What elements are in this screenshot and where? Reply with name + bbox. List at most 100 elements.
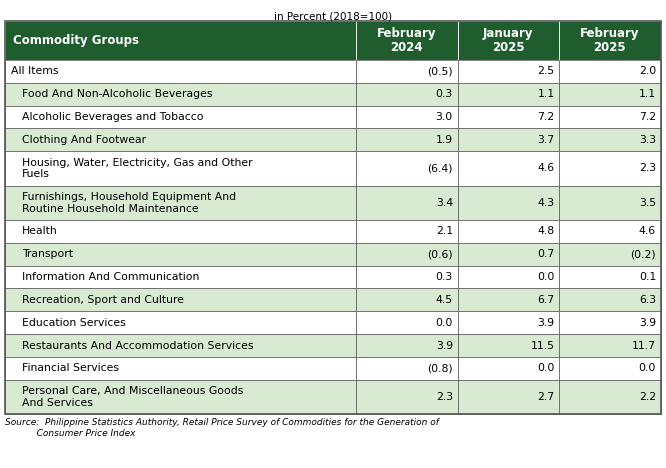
Text: 6.7: 6.7 bbox=[537, 295, 554, 305]
Text: Furnishings, Household Equipment And
Routine Household Maintenance: Furnishings, Household Equipment And Rou… bbox=[22, 192, 236, 213]
Bar bbox=[356, 186, 458, 220]
Text: Information And Communication: Information And Communication bbox=[22, 272, 199, 282]
Bar bbox=[356, 129, 458, 151]
Bar bbox=[356, 83, 458, 106]
Bar bbox=[458, 311, 559, 334]
Text: 4.5: 4.5 bbox=[436, 295, 453, 305]
Text: Transport: Transport bbox=[22, 249, 73, 259]
Text: Personal Care, And Miscellaneous Goods
And Services: Personal Care, And Miscellaneous Goods A… bbox=[22, 386, 243, 408]
Text: 3.4: 3.4 bbox=[436, 198, 453, 208]
Bar bbox=[559, 288, 661, 311]
Text: 0.7: 0.7 bbox=[537, 249, 554, 259]
Bar bbox=[458, 243, 559, 266]
Bar bbox=[5, 220, 356, 243]
Text: Housing, Water, Electricity, Gas and Other
Fuels: Housing, Water, Electricity, Gas and Oth… bbox=[22, 158, 252, 179]
Text: Food And Non-Alcoholic Beverages: Food And Non-Alcoholic Beverages bbox=[22, 89, 212, 99]
Bar bbox=[458, 220, 559, 243]
Bar bbox=[5, 186, 356, 220]
Bar bbox=[5, 21, 356, 60]
Text: 4.6: 4.6 bbox=[537, 163, 554, 174]
Text: Recreation, Sport and Culture: Recreation, Sport and Culture bbox=[22, 295, 184, 305]
Bar bbox=[559, 266, 661, 288]
Text: 2.5: 2.5 bbox=[537, 66, 554, 76]
Bar bbox=[356, 220, 458, 243]
Text: 4.3: 4.3 bbox=[537, 198, 554, 208]
Bar bbox=[5, 357, 356, 380]
Bar bbox=[5, 380, 356, 414]
Bar bbox=[5, 151, 356, 186]
Bar bbox=[5, 311, 356, 334]
Text: Health: Health bbox=[22, 227, 58, 236]
Text: 0.0: 0.0 bbox=[639, 364, 656, 373]
Bar bbox=[356, 106, 458, 129]
Bar bbox=[356, 380, 458, 414]
Text: Restaurants And Accommodation Services: Restaurants And Accommodation Services bbox=[22, 341, 254, 351]
Text: (6.4): (6.4) bbox=[428, 163, 453, 174]
Text: 2.7: 2.7 bbox=[537, 392, 554, 402]
Bar bbox=[356, 60, 458, 83]
Text: 0.3: 0.3 bbox=[436, 89, 453, 99]
Bar bbox=[356, 151, 458, 186]
Bar bbox=[559, 380, 661, 414]
Bar bbox=[559, 83, 661, 106]
Text: 0.0: 0.0 bbox=[537, 364, 554, 373]
Text: 2.2: 2.2 bbox=[639, 392, 656, 402]
Bar bbox=[5, 334, 356, 357]
Bar bbox=[559, 186, 661, 220]
Text: 3.5: 3.5 bbox=[639, 198, 656, 208]
Bar bbox=[458, 357, 559, 380]
Bar bbox=[5, 106, 356, 129]
Bar bbox=[458, 186, 559, 220]
Text: 2.3: 2.3 bbox=[639, 163, 656, 174]
Bar bbox=[356, 311, 458, 334]
Text: Financial Services: Financial Services bbox=[22, 364, 119, 373]
Text: Clothing And Footwear: Clothing And Footwear bbox=[22, 135, 146, 145]
Bar bbox=[458, 83, 559, 106]
Text: 1.1: 1.1 bbox=[639, 89, 656, 99]
Text: Source:  Philippine Statistics Authority, Retail Price Survey of Commodities for: Source: Philippine Statistics Authority,… bbox=[5, 418, 439, 438]
Text: (0.8): (0.8) bbox=[427, 364, 453, 373]
Text: 7.2: 7.2 bbox=[537, 112, 554, 122]
Bar bbox=[5, 60, 356, 83]
Text: 11.5: 11.5 bbox=[530, 341, 554, 351]
Bar bbox=[458, 60, 559, 83]
Text: (0.5): (0.5) bbox=[427, 66, 453, 76]
Text: 3.9: 3.9 bbox=[537, 318, 554, 328]
Text: (0.6): (0.6) bbox=[427, 249, 453, 259]
Bar bbox=[458, 151, 559, 186]
Bar bbox=[458, 129, 559, 151]
Text: 0.0: 0.0 bbox=[436, 318, 453, 328]
Text: 0.1: 0.1 bbox=[639, 272, 656, 282]
Bar bbox=[559, 243, 661, 266]
Bar bbox=[559, 334, 661, 357]
Text: All Items: All Items bbox=[11, 66, 58, 76]
Bar bbox=[559, 21, 661, 60]
Text: 7.2: 7.2 bbox=[639, 112, 656, 122]
Text: February
2024: February 2024 bbox=[377, 27, 436, 54]
Text: 3.3: 3.3 bbox=[639, 135, 656, 145]
Text: (0.2): (0.2) bbox=[631, 249, 656, 259]
Text: 4.6: 4.6 bbox=[639, 227, 656, 236]
Text: 6.3: 6.3 bbox=[639, 295, 656, 305]
Text: 3.0: 3.0 bbox=[436, 112, 453, 122]
Bar bbox=[559, 357, 661, 380]
Bar bbox=[559, 311, 661, 334]
Bar bbox=[458, 266, 559, 288]
Text: 1.9: 1.9 bbox=[436, 135, 453, 145]
Bar bbox=[559, 220, 661, 243]
Bar bbox=[356, 243, 458, 266]
Bar bbox=[5, 21, 661, 414]
Text: 3.9: 3.9 bbox=[639, 318, 656, 328]
Bar bbox=[559, 106, 661, 129]
Text: Alcoholic Beverages and Tobacco: Alcoholic Beverages and Tobacco bbox=[22, 112, 204, 122]
Text: 2.3: 2.3 bbox=[436, 392, 453, 402]
Text: January
2025: January 2025 bbox=[483, 27, 533, 54]
Text: 3.7: 3.7 bbox=[537, 135, 554, 145]
Text: 4.8: 4.8 bbox=[537, 227, 554, 236]
Bar bbox=[356, 21, 458, 60]
Bar bbox=[458, 21, 559, 60]
Bar bbox=[458, 288, 559, 311]
Text: 0.0: 0.0 bbox=[537, 272, 554, 282]
Text: 0.3: 0.3 bbox=[436, 272, 453, 282]
Text: 2.0: 2.0 bbox=[639, 66, 656, 76]
